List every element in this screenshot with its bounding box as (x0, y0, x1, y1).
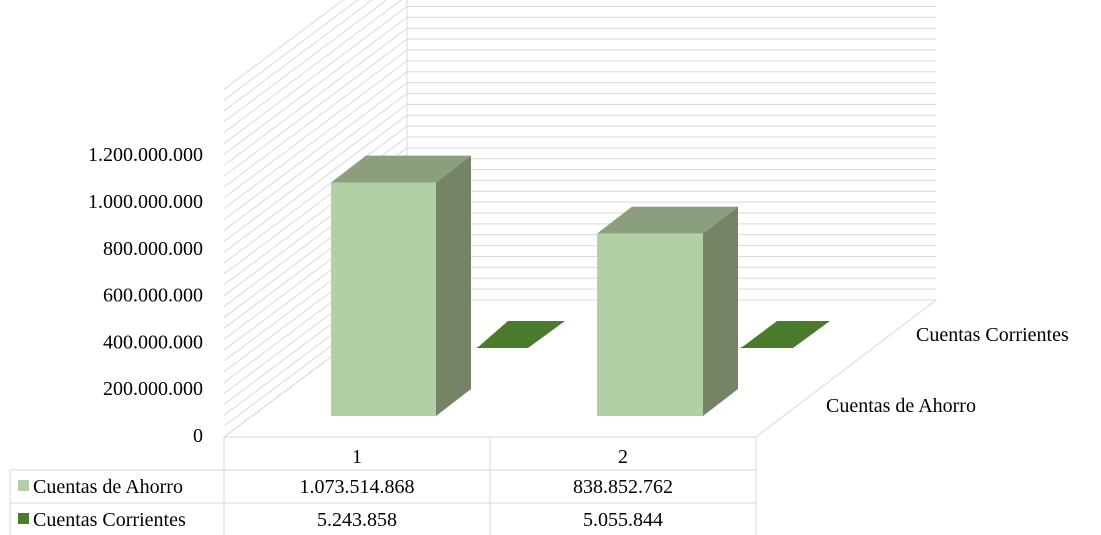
bar-side-ahorro (703, 206, 738, 416)
bar-corrientes-front (741, 346, 793, 348)
legend-key (18, 480, 29, 491)
side-wall-gridline (223, 0, 359, 101)
side-wall-gridline (223, 114, 408, 253)
bar-side-ahorro (436, 155, 471, 416)
side-wall-gridline (223, 60, 408, 199)
series-depth-labels: Cuentas de Ahorro Cuentas Corrientes (826, 324, 1069, 417)
table-series-name: Cuentas de Ahorro (33, 476, 183, 498)
table-series-name: Cuentas Corrientes (33, 509, 186, 531)
depth-label-corrientes: Cuentas Corrientes (916, 324, 1069, 346)
side-wall-gridline (223, 0, 388, 123)
side-wall-gridline (223, 0, 344, 90)
side-wall-gridline (223, 82, 408, 221)
table-value: 838.852.762 (573, 476, 673, 498)
bar-corrientes-front (477, 346, 528, 348)
x-category-label: 1 (352, 446, 362, 468)
y-tick-label: 800.000.000 (103, 238, 203, 260)
side-wall-gridline (223, 125, 408, 264)
side-wall-gridline (223, 0, 403, 134)
y-tick-label: 200.000.000 (103, 378, 203, 400)
y-tick-label: 600.000.000 (103, 285, 203, 307)
side-wall-gridline (223, 27, 408, 166)
side-wall-gridline (223, 103, 408, 242)
bar-corrientes (477, 321, 565, 348)
table-value: 1.073.514.868 (300, 476, 415, 498)
side-wall-gridline (223, 71, 408, 210)
data-table: 1 2 Cuentas de Ahorro 1.073.514.868 838.852.… (9, 437, 757, 535)
side-wall-gridline (223, 49, 408, 188)
bar-ahorro (331, 182, 436, 416)
table-value: 5.243.858 (317, 509, 397, 531)
legend-key (18, 513, 29, 524)
depth-label-ahorro: Cuentas de Ahorro (826, 395, 976, 417)
bar-ahorro (597, 233, 703, 416)
x-category-label: 2 (618, 446, 628, 468)
y-tick-label: 0 (193, 425, 203, 447)
y-tick-label: 1.200.000.000 (88, 144, 203, 166)
y-axis: 0 200.000.000 400.000.000 600.000.000 800.00… (88, 144, 203, 447)
y-tick-label: 400.000.000 (103, 331, 203, 353)
table-value: 5.055.844 (583, 509, 663, 531)
bar-top-ahorro (597, 206, 738, 234)
bar-corrientes (741, 321, 830, 348)
side-wall-gridline (223, 6, 408, 144)
side-wall-gridline (223, 38, 408, 177)
bar-top-ahorro (331, 155, 471, 183)
side-wall-gridline (223, 93, 408, 231)
side-wall-gridline (223, 0, 373, 112)
bars (331, 155, 830, 416)
side-wall-gridline (223, 16, 408, 155)
grid-lines (222, 0, 938, 438)
y-tick-label: 1.000.000.000 (88, 191, 203, 213)
